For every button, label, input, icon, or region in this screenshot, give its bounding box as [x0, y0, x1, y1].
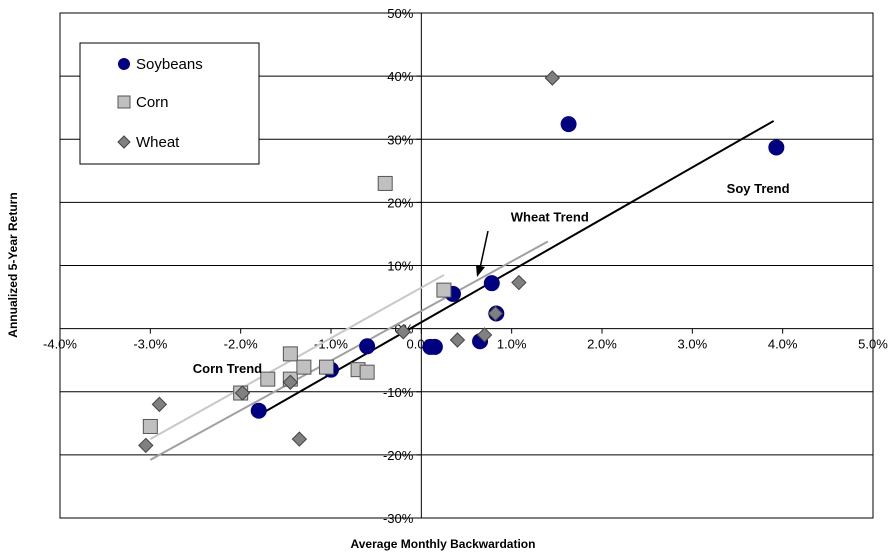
soybeans-point	[426, 338, 443, 355]
annotations: Soy Trend Wheat Trend Corn Trend	[193, 181, 790, 376]
y-tick-label: -30%	[383, 511, 414, 526]
legend-wheat-label: Wheat	[136, 134, 180, 151]
wheat-point	[511, 274, 527, 291]
annotation-corn-trend: Corn Trend	[193, 361, 262, 376]
x-tick-label: -2.0%	[224, 337, 258, 352]
corn-point	[282, 346, 298, 362]
wheat-point	[234, 385, 251, 401]
x-tick-label: -1.0%	[314, 337, 348, 352]
annotation-arrow-head	[476, 265, 485, 277]
legend-corn-label: Corn	[136, 94, 169, 111]
y-tick-label: -20%	[383, 448, 414, 463]
trendline-soy-trend	[262, 120, 775, 414]
x-tick-label: 2.0%	[587, 337, 617, 352]
legend-box	[79, 42, 260, 165]
x-tick-label: 4.0%	[768, 337, 798, 352]
legend-soybeans-marker	[118, 58, 130, 70]
x-tick-label: -3.0%	[133, 337, 167, 352]
y-tick-label: 20%	[387, 195, 413, 210]
legend-soybeans-label: Soybeans	[136, 56, 203, 73]
annotation-arrow-shaft	[479, 230, 489, 269]
y-tick-label: 10%	[387, 259, 413, 274]
y-tick-labels: 50%40%30%20%10%0%-10%-20%-30%	[383, 6, 414, 526]
wheat-point	[151, 396, 168, 413]
wheat-point	[395, 324, 411, 340]
y-axis-title: Annualized 5-Year Return	[6, 192, 20, 337]
legend: Soybeans Corn Wheat	[79, 42, 260, 165]
axes	[59, 12, 874, 519]
data-points	[138, 70, 785, 454]
x-tick-label: 3.0%	[678, 337, 708, 352]
corn-point	[436, 282, 452, 298]
corn-point	[142, 418, 158, 434]
legend-corn-marker	[117, 95, 131, 109]
wheat-point	[138, 437, 154, 454]
x-axis-title: Average Monthly Backwardation	[351, 537, 536, 551]
soybeans-point	[483, 275, 500, 292]
y-tick-label: 30%	[387, 132, 413, 147]
wheat-point	[544, 70, 561, 86]
annotation-wheat-trend: Wheat Trend	[511, 209, 589, 224]
x-tick-label: 5.0%	[858, 337, 888, 352]
corn-point	[260, 371, 276, 387]
wheat-point	[476, 327, 493, 343]
x-tick-label: -4.0%	[43, 337, 77, 352]
annotation-soy-trend: Soy Trend	[727, 181, 790, 196]
soybeans-point	[359, 338, 376, 355]
corn-point	[318, 359, 334, 375]
wheat-point	[282, 374, 299, 390]
soybeans-point	[560, 116, 577, 133]
wheat-point	[487, 305, 504, 322]
legend-wheat-marker	[117, 135, 131, 149]
soybeans-point	[768, 139, 785, 156]
x-tick-label: 1.0%	[497, 337, 527, 352]
corn-point	[359, 364, 375, 380]
wheat-point	[291, 431, 308, 447]
y-tick-label: 40%	[387, 69, 413, 84]
y-tick-label: -10%	[383, 385, 414, 400]
soybeans-point	[250, 402, 267, 419]
corn-point	[377, 175, 393, 191]
wheat-point	[449, 332, 466, 348]
trendline-wheat-trend	[149, 240, 549, 461]
y-tick-label: 50%	[387, 6, 413, 21]
corn-point	[296, 359, 312, 375]
